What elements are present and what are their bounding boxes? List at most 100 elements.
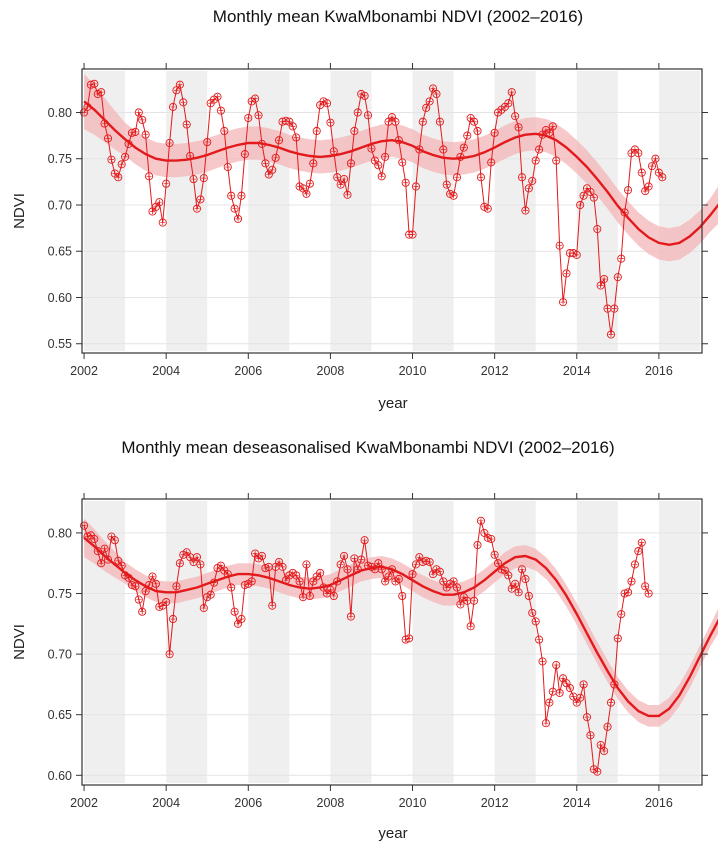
point-cross — [273, 155, 279, 161]
data-point — [630, 560, 639, 569]
point-cross — [625, 589, 631, 595]
point-circle — [179, 98, 188, 107]
point-cross — [235, 216, 241, 222]
data-point — [487, 158, 496, 167]
point-cross — [478, 518, 484, 524]
point-cross — [587, 732, 593, 738]
data-point — [233, 619, 243, 628]
data-point — [504, 99, 513, 108]
point-cross — [581, 193, 587, 199]
data-point — [278, 562, 287, 571]
point-circle — [233, 214, 243, 223]
point-circle — [346, 159, 355, 168]
point-cross — [396, 576, 402, 582]
point-circle — [634, 547, 643, 556]
data-point — [172, 582, 181, 591]
point-circle — [90, 534, 99, 544]
data-point — [476, 173, 485, 182]
point-circle — [415, 145, 424, 154]
point-circle — [275, 136, 284, 145]
point-cross — [632, 561, 638, 567]
data-point — [411, 182, 420, 191]
point-cross — [577, 695, 583, 701]
point-circle — [182, 120, 191, 129]
point-circle — [521, 574, 530, 584]
point-circle — [141, 587, 150, 596]
point-circle — [343, 190, 352, 199]
series-line — [83, 83, 663, 335]
data-point — [487, 534, 496, 544]
point-cross — [430, 85, 436, 91]
data-point — [210, 578, 219, 587]
data-point — [302, 189, 311, 198]
point-circle — [394, 574, 403, 584]
point-circle — [322, 99, 332, 108]
data-point — [398, 591, 407, 600]
point-cross — [266, 171, 272, 177]
point-circle — [490, 128, 499, 137]
point-cross — [389, 114, 395, 120]
point-cross — [225, 164, 231, 170]
point-circle — [312, 126, 321, 136]
point-cross — [601, 276, 607, 282]
point-cross — [601, 748, 607, 754]
point-cross — [553, 662, 559, 668]
point-circle — [148, 572, 157, 581]
point-circle — [189, 175, 198, 184]
point-circle — [292, 571, 301, 580]
point-cross — [581, 681, 587, 687]
point-cross — [139, 117, 145, 123]
point-cross — [444, 182, 450, 188]
y-tick-label: 0.75 — [48, 587, 72, 601]
data-point — [110, 536, 119, 545]
point-cross — [146, 173, 152, 179]
data-point — [353, 108, 362, 117]
point-circle — [476, 173, 485, 182]
point-cross — [184, 122, 190, 128]
point-circle — [302, 189, 311, 198]
point-cross — [471, 119, 477, 125]
point-circle — [162, 179, 171, 188]
point-cross — [382, 154, 388, 160]
point-circle — [425, 557, 434, 567]
point-cross — [478, 174, 484, 180]
data-point — [582, 713, 592, 722]
point-cross — [635, 150, 641, 156]
data-point — [459, 143, 468, 152]
point-circle — [353, 108, 362, 117]
year-band — [412, 71, 454, 351]
year-band — [166, 71, 208, 351]
point-circle — [343, 565, 352, 574]
data-point — [343, 190, 352, 199]
point-cross — [300, 594, 306, 600]
point-circle — [261, 159, 270, 168]
point-circle — [514, 123, 523, 132]
point-cross — [136, 109, 142, 115]
point-cross — [372, 158, 378, 164]
point-cross — [577, 202, 583, 208]
point-circle — [377, 172, 386, 181]
plot-frame — [81, 498, 703, 786]
point-cross — [464, 598, 470, 604]
point-circle — [401, 178, 410, 187]
point-circle — [624, 186, 633, 195]
point-cross — [368, 146, 374, 152]
data-point — [162, 179, 171, 188]
point-circle — [541, 719, 551, 728]
point-circle — [576, 200, 585, 210]
point-circle — [610, 304, 619, 313]
point-circle — [114, 173, 123, 182]
point-circle — [511, 579, 520, 588]
point-cross — [303, 191, 309, 197]
point-circle — [637, 168, 646, 177]
point-cross — [232, 609, 238, 615]
data-point — [432, 89, 441, 99]
point-cross — [594, 226, 600, 232]
point-circle — [305, 591, 314, 600]
point-cross — [115, 558, 121, 564]
point-cross — [173, 583, 179, 589]
data-point — [179, 98, 188, 107]
data-point — [165, 138, 174, 148]
point-circle — [131, 582, 140, 591]
year-band — [248, 501, 290, 783]
